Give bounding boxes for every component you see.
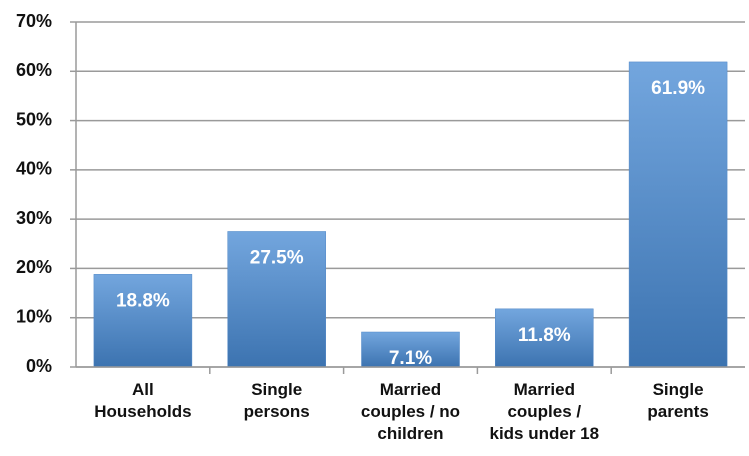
x-tick-label: Single parents: [647, 380, 709, 421]
x-tick-label: All Households: [94, 380, 192, 421]
y-tick-label: 70%: [16, 11, 52, 31]
bar: [93, 274, 193, 368]
bar: [628, 61, 728, 368]
value-label: 27.5%: [250, 247, 304, 268]
value-label: 18.8%: [116, 290, 170, 311]
y-tick-label: 40%: [16, 159, 52, 179]
x-tick-label-box: Single parents: [647, 380, 709, 421]
bar: [495, 308, 594, 368]
y-tick-label: 0%: [26, 356, 52, 376]
y-tick-label: 10%: [16, 306, 52, 326]
x-tick-label-box: Married couples / no children: [360, 380, 461, 443]
x-tick-label-box: Single persons: [243, 380, 310, 421]
value-label: 61.9%: [651, 78, 705, 99]
x-tick-label: Married couples / no children: [360, 380, 461, 443]
x-tick-label-box: Married couples / kids under 18: [489, 380, 600, 443]
y-tick-label: 50%: [16, 109, 52, 129]
x-tick-label: Single persons: [243, 380, 310, 421]
bar: [361, 331, 460, 368]
bar: [227, 231, 326, 368]
y-tick-label: 30%: [16, 208, 52, 228]
value-label: 11.8%: [518, 325, 571, 346]
x-tick-label: Married couples / kids under 18: [489, 380, 600, 443]
y-tick-label: 60%: [16, 60, 52, 80]
y-tick-label: 20%: [16, 257, 52, 277]
value-label: 7.1%: [389, 348, 432, 369]
x-tick-label-box: All Households: [94, 380, 192, 421]
